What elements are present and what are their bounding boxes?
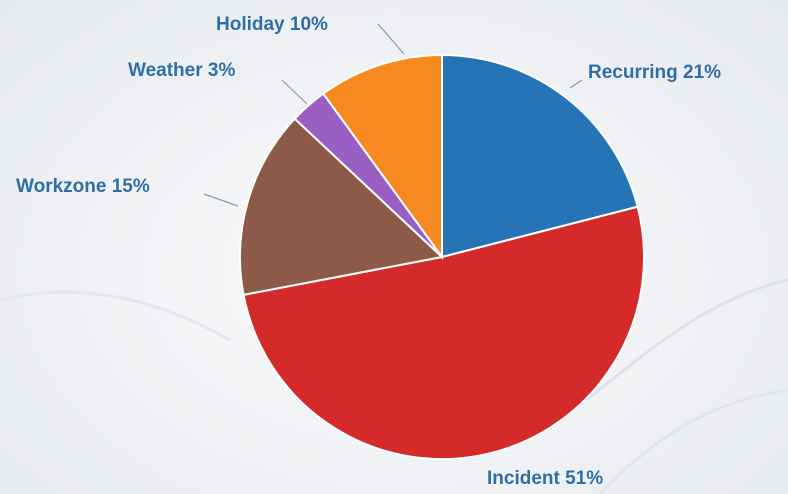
- leader-line-holiday: [377, 23, 405, 55]
- background-decoration: [0, 278, 788, 494]
- slice-labels: Recurring 21% Incident 51% Workzone 15% Wea…: [16, 14, 721, 489]
- slice-label-incident: Incident 51%: [487, 468, 603, 489]
- slice-label-holiday: Holiday 10%: [216, 14, 328, 35]
- pie-slice-recurring: [441, 53, 639, 259]
- pie-slice-workzone: [239, 117, 445, 297]
- slice-label-recurring: Recurring 21%: [588, 62, 721, 83]
- leader-lines: [203, 23, 583, 207]
- pie-slices: [239, 53, 645, 461]
- leader-line-workzone: [203, 193, 239, 207]
- slice-label-workzone: Workzone 15%: [16, 176, 150, 197]
- slice-label-weather: Weather 3%: [128, 60, 235, 81]
- pie-slice-holiday: [321, 53, 443, 261]
- pie-slice-incident: [242, 205, 645, 461]
- leader-line-recurring: [569, 79, 583, 89]
- leader-line-weather: [281, 79, 308, 105]
